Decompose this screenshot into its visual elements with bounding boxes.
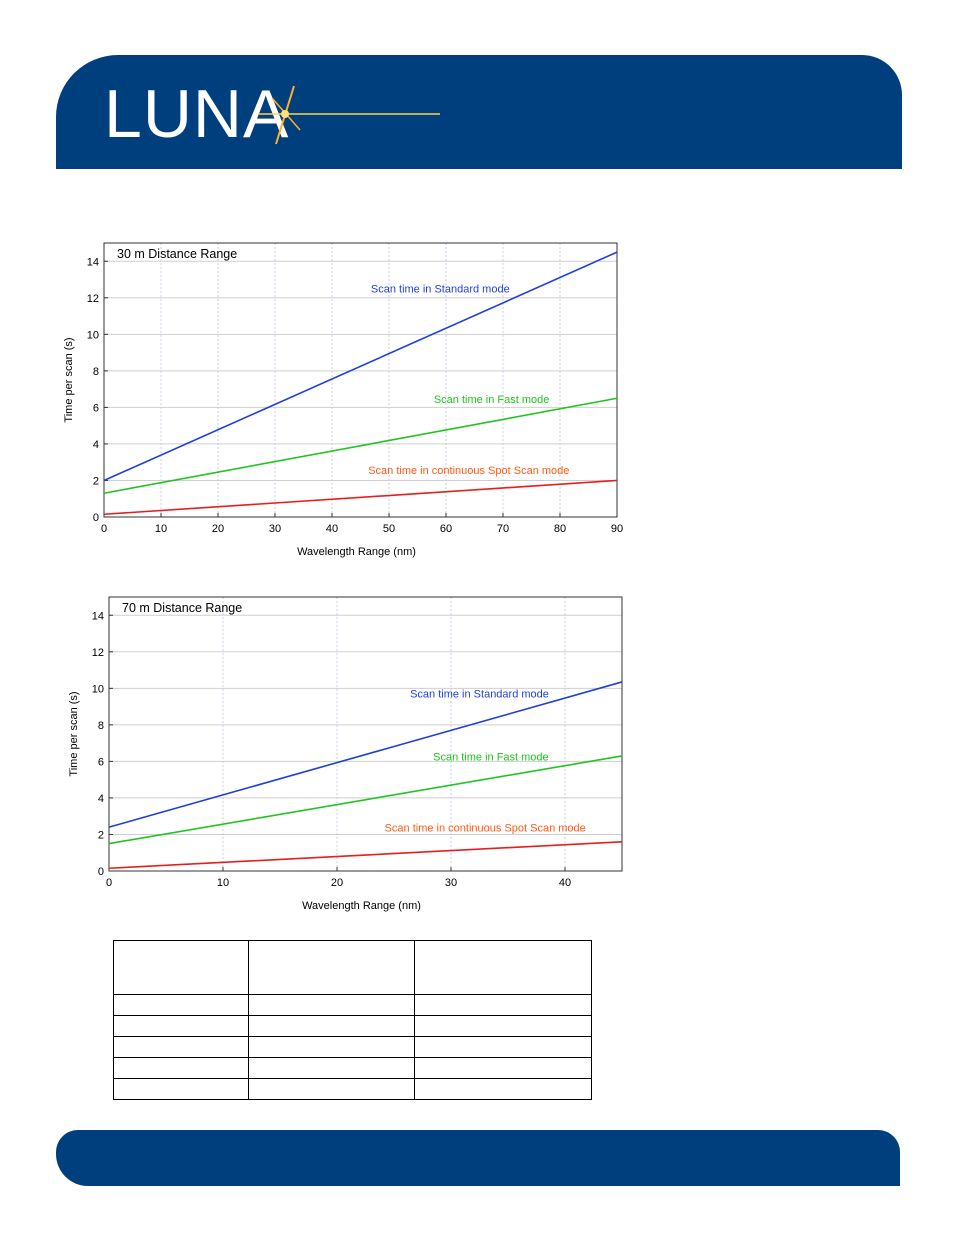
table-cell bbox=[113, 1057, 249, 1079]
logo-text: LUNA bbox=[104, 76, 290, 152]
plot-frame bbox=[103, 242, 618, 518]
series-label: Scan time in continuous Spot Scan mode bbox=[368, 465, 569, 477]
series-label: Scan time in Fast mode bbox=[433, 751, 549, 763]
luna-logo: LUNA bbox=[104, 76, 440, 152]
series-label: Scan time in Standard mode bbox=[410, 688, 549, 700]
x-tick-label: 90 bbox=[611, 523, 623, 535]
x-tick-label: 40 bbox=[559, 877, 571, 889]
table-cell bbox=[247, 1078, 416, 1100]
series-label: Scan time in Standard mode bbox=[371, 283, 510, 295]
y-tick-label: 12 bbox=[87, 293, 99, 305]
header-band bbox=[56, 55, 902, 169]
y-axis-label: Time per scan (s) bbox=[63, 337, 75, 422]
y-tick-label: 14 bbox=[92, 610, 104, 622]
x-tick-label: 70 bbox=[497, 523, 509, 535]
y-tick-label: 4 bbox=[93, 439, 99, 451]
x-axis-label: Wavelength Range (nm) bbox=[297, 546, 416, 558]
chart-70m: 0 10 20 30 40 0 2 4 6 8 10 12 14 Scan time in Standar… bbox=[68, 596, 623, 912]
table-row bbox=[113, 1036, 592, 1058]
y-tick-label: 2 bbox=[93, 475, 99, 487]
series-line bbox=[108, 840, 623, 870]
chart-title: 70 m Distance Range bbox=[122, 601, 242, 615]
table-cell bbox=[414, 1036, 592, 1058]
logo-star-icon bbox=[258, 85, 440, 145]
table-cell bbox=[414, 1057, 592, 1079]
x-tick-label: 50 bbox=[383, 523, 395, 535]
x-tick-label: 80 bbox=[554, 523, 566, 535]
chart-title: 30 m Distance Range bbox=[117, 247, 237, 261]
x-tick-label: 0 bbox=[106, 877, 112, 889]
y-tick-label: 6 bbox=[98, 756, 104, 768]
x-tick-label: 0 bbox=[101, 523, 107, 535]
x-tick-label: 40 bbox=[326, 523, 338, 535]
series-line bbox=[103, 251, 618, 482]
table-cell bbox=[414, 1078, 592, 1100]
table-cell bbox=[414, 940, 592, 995]
y-tick-label: 8 bbox=[98, 720, 104, 732]
y-tick-label: 6 bbox=[93, 402, 99, 414]
series-label: Scan time in Fast mode bbox=[434, 394, 550, 406]
table-row bbox=[113, 940, 592, 995]
table-row bbox=[113, 1015, 592, 1037]
series-line bbox=[108, 755, 623, 845]
x-tick-label: 60 bbox=[440, 523, 452, 535]
series-line bbox=[103, 479, 618, 516]
table-cell bbox=[247, 1057, 416, 1079]
y-axis-label: Time per scan (s) bbox=[68, 691, 80, 776]
y-tick-label: 14 bbox=[87, 256, 99, 268]
x-tick-label: 10 bbox=[155, 523, 167, 535]
y-tick-label: 10 bbox=[92, 683, 104, 695]
y-tick-label: 0 bbox=[93, 512, 99, 524]
x-tick-label: 30 bbox=[269, 523, 281, 535]
x-tick-label: 10 bbox=[217, 877, 229, 889]
x-axis-label: Wavelength Range (nm) bbox=[302, 900, 421, 912]
table-row bbox=[113, 994, 592, 1016]
table-cell bbox=[113, 1036, 249, 1058]
y-tick-label: 4 bbox=[98, 793, 104, 805]
y-tick-label: 0 bbox=[98, 866, 104, 878]
table-cell bbox=[113, 1015, 249, 1037]
plot-frame bbox=[108, 596, 623, 872]
series-line bbox=[108, 681, 623, 828]
table-cell bbox=[414, 994, 592, 1016]
y-tick-label: 10 bbox=[87, 329, 99, 341]
table-cell bbox=[247, 994, 416, 1016]
table-row bbox=[113, 1078, 592, 1100]
table-cell bbox=[113, 994, 249, 1016]
chart-30m: 0 10 20 30 40 50 60 70 80 90 0 2 4 6 8 10 12 14 Scan time … bbox=[63, 242, 623, 558]
table-cell bbox=[414, 1015, 592, 1037]
table-cell bbox=[247, 1036, 416, 1058]
y-tick-label: 8 bbox=[93, 366, 99, 378]
table-cell bbox=[113, 940, 249, 995]
table-cell bbox=[247, 1015, 416, 1037]
series-line bbox=[103, 397, 618, 495]
table-row bbox=[113, 1057, 592, 1079]
footer-band bbox=[56, 1130, 900, 1186]
x-tick-label: 20 bbox=[212, 523, 224, 535]
table-cell bbox=[113, 1078, 249, 1100]
y-tick-label: 2 bbox=[98, 829, 104, 841]
y-tick-label: 12 bbox=[92, 647, 104, 659]
table-cell bbox=[247, 940, 416, 995]
data-table bbox=[113, 940, 592, 1100]
series-label: Scan time in continuous Spot Scan mode bbox=[385, 823, 586, 835]
x-tick-label: 30 bbox=[445, 877, 457, 889]
x-tick-label: 20 bbox=[331, 877, 343, 889]
